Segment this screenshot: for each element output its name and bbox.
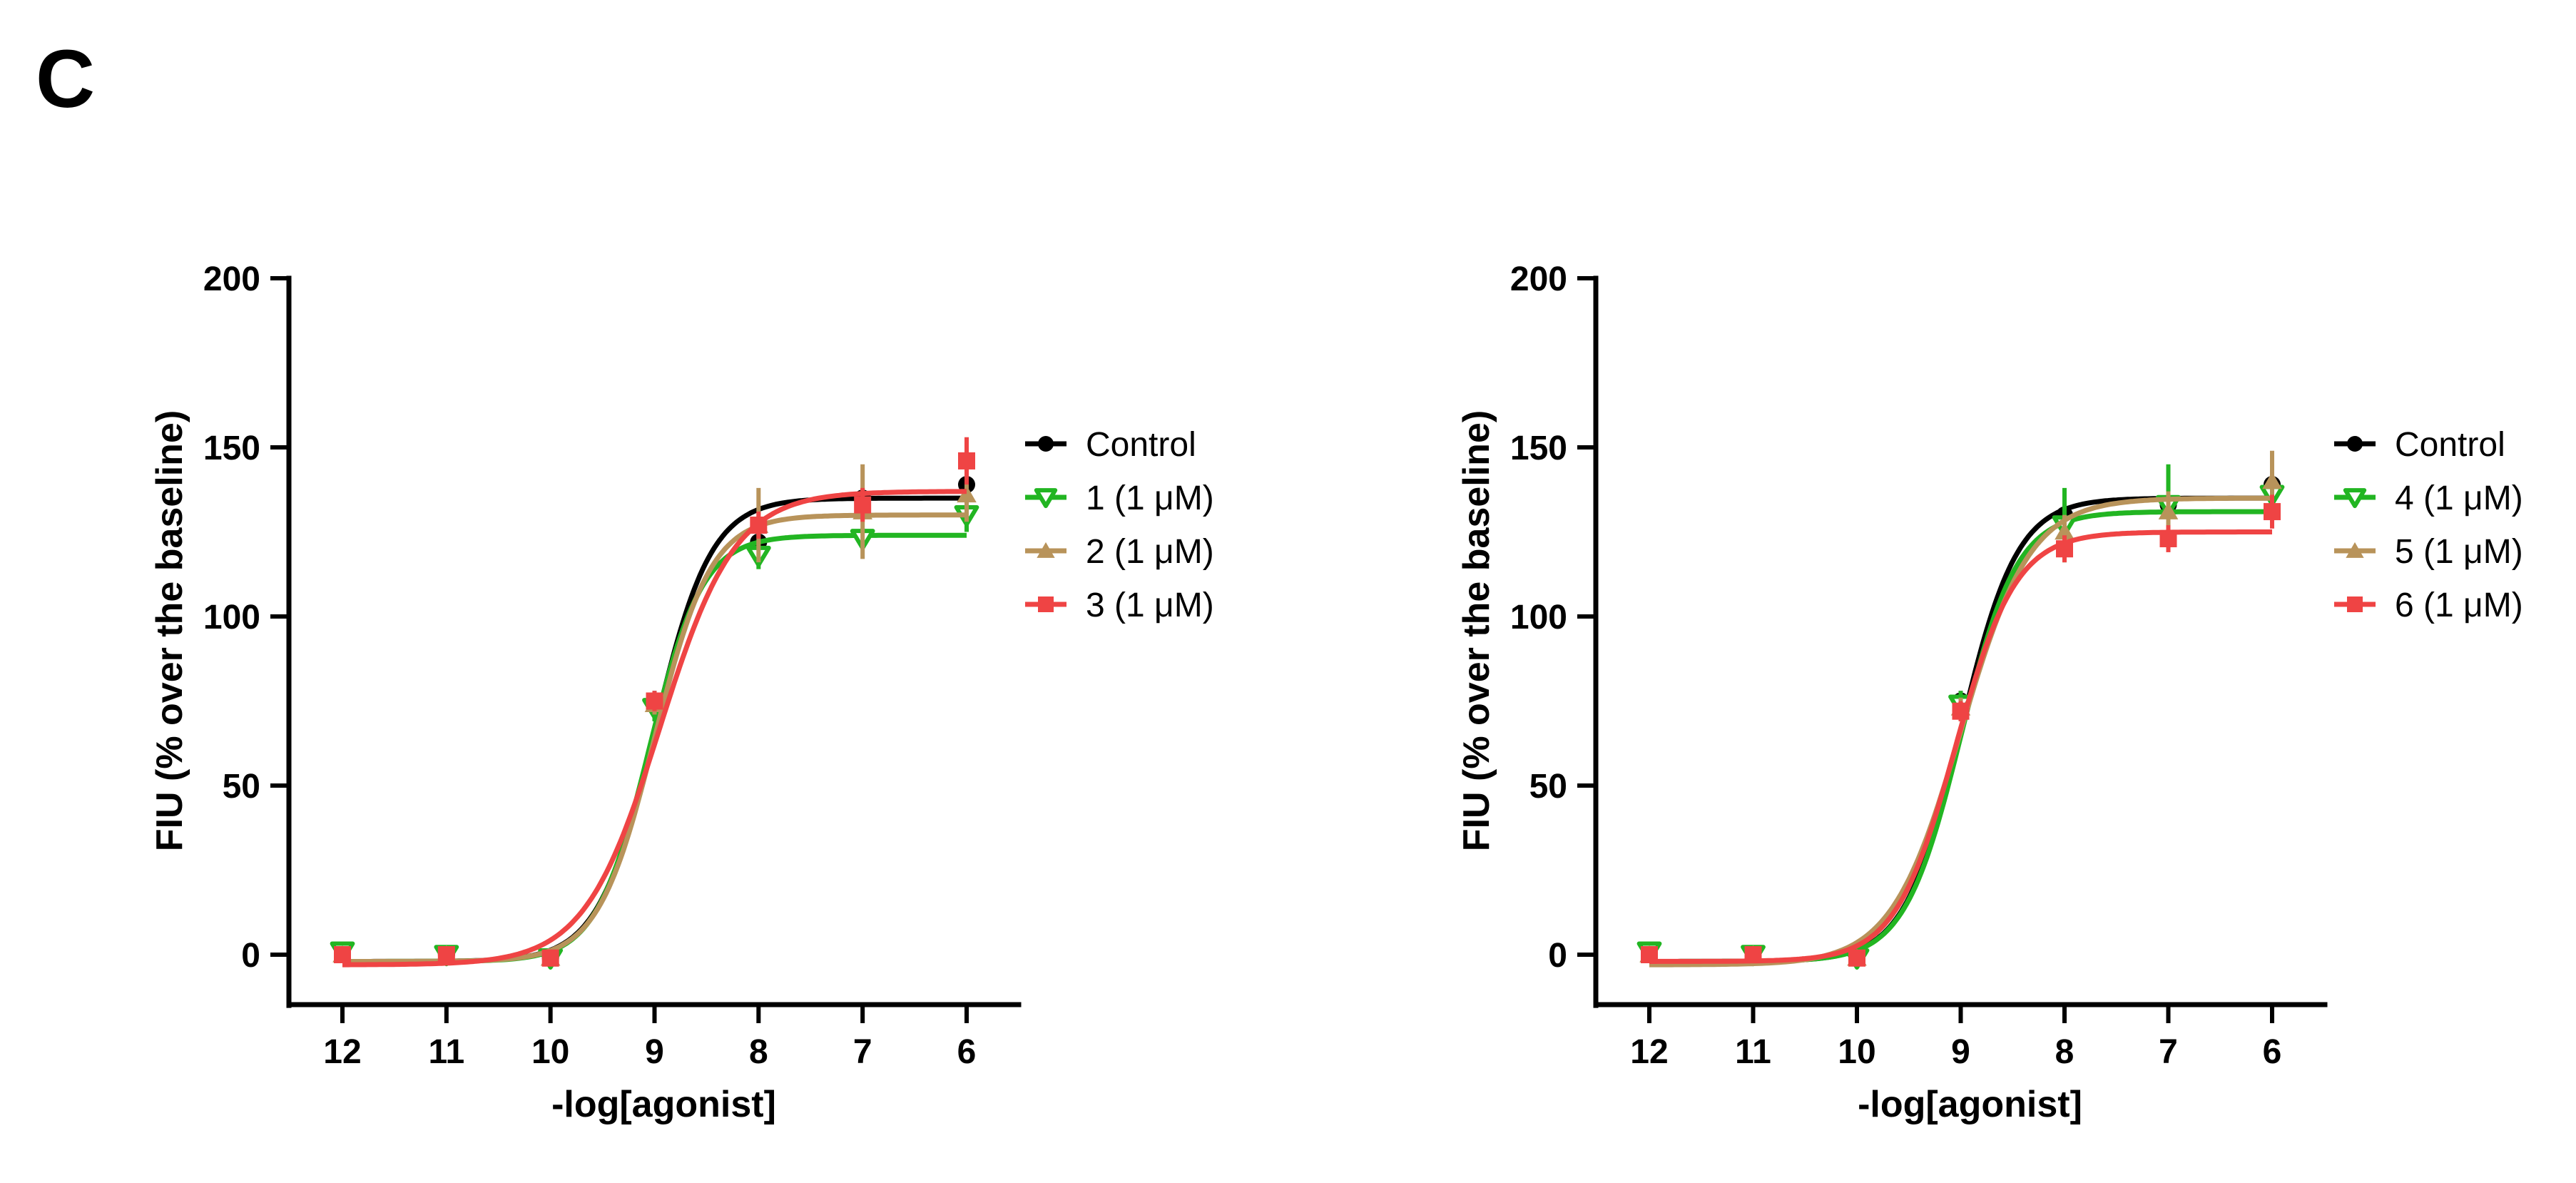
legend-marker — [1034, 488, 1058, 509]
x-tick-label: 9 — [1951, 1033, 1970, 1071]
x-axis-label: -log[agonist] — [551, 1084, 776, 1125]
data-point — [2056, 540, 2073, 558]
x-tick-label: 10 — [531, 1033, 569, 1071]
chart-right: 0 50 100 150 200 12 11 10 9 8 7 6 -log[agonist] FIU (… — [1456, 260, 2523, 1125]
legend-label: 4 (1 μM) — [2395, 479, 2523, 517]
legend-item-6-1-m: 6 (1 μM) — [2334, 587, 2523, 624]
data-point — [334, 946, 351, 963]
x-tick-label: 11 — [428, 1033, 464, 1071]
legend-item-control: Control — [1025, 426, 1196, 464]
data-point — [1952, 702, 1970, 720]
y-tick-label: 200 — [1510, 260, 1567, 298]
x-tick-label: 6 — [957, 1033, 977, 1071]
legend-label: Control — [2395, 426, 2505, 464]
y-axis-label: FIU (% over the baseline) — [1456, 410, 1497, 851]
data-point — [750, 517, 768, 534]
data-point — [2159, 529, 2177, 547]
legend-item-3-1-m: 3 (1 μM) — [1025, 587, 1214, 624]
x-tick-label: 9 — [645, 1033, 664, 1071]
x-tick-label: 8 — [749, 1033, 768, 1071]
y-tick-label: 100 — [1510, 599, 1567, 636]
legend-label: 1 (1 μM) — [1086, 479, 1214, 517]
chart-left: 0 50 100 150 200 12 11 10 9 8 7 6 -log[agonist] FIU (… — [149, 260, 1214, 1125]
y-tick-label: 100 — [203, 599, 260, 636]
y-tick-label: 0 — [1548, 937, 1567, 975]
data-point — [541, 949, 559, 967]
y-tick-label: 150 — [203, 430, 260, 467]
x-tick-label: 12 — [323, 1033, 361, 1071]
y-tick-label: 200 — [203, 260, 260, 298]
legend-marker — [1038, 596, 1054, 612]
x-tick-label: 12 — [1630, 1033, 1668, 1071]
y-tick-label: 50 — [1529, 768, 1567, 806]
y-tick-label: 0 — [241, 937, 260, 975]
legend-item-2-1-m: 2 (1 μM) — [1025, 533, 1214, 571]
data-point — [2262, 472, 2282, 489]
legend-item-5-1-m: 5 (1 μM) — [2334, 533, 2523, 571]
legend-label: 3 (1 μM) — [1086, 587, 1214, 624]
legend-item-1-1-m: 1 (1 μM) — [1025, 479, 1214, 517]
legend-label: 6 (1 μM) — [2395, 587, 2523, 624]
legend-marker — [2343, 488, 2367, 509]
data-point — [2055, 522, 2074, 540]
x-tick-label: 8 — [2055, 1033, 2074, 1071]
data-point — [854, 496, 872, 514]
legend-item-4-1-m: 4 (1 μM) — [2334, 479, 2523, 517]
series-3-1-m — [334, 437, 975, 968]
data-point — [1641, 946, 1658, 963]
legend-marker — [1037, 542, 1055, 558]
legend-label: 5 (1 μM) — [2395, 533, 2523, 571]
x-tick-label: 6 — [2263, 1033, 2282, 1071]
y-tick-label: 150 — [1510, 430, 1567, 467]
x-tick-label: 11 — [1735, 1033, 1771, 1071]
data-point — [958, 452, 975, 469]
panel-label: C — [36, 34, 96, 125]
series-6-1-m — [1641, 494, 2281, 967]
data-point — [437, 946, 455, 963]
legend-marker — [2347, 596, 2363, 612]
legend: Control 1 (1 μM) 2 (1 μM) 3 (1 μM) — [1025, 426, 1214, 624]
data-point — [2158, 502, 2179, 519]
data-point — [646, 692, 663, 710]
x-tick-label: 10 — [1838, 1033, 1875, 1071]
legend-marker — [1038, 436, 1054, 452]
legend-label: 2 (1 μM) — [1086, 533, 1214, 571]
y-axis-label: FIU (% over the baseline) — [149, 410, 190, 851]
legend-item-control: Control — [2334, 426, 2505, 464]
x-tick-label: 7 — [853, 1033, 872, 1071]
legend-label: Control — [1086, 426, 1196, 464]
x-tick-label: 7 — [2159, 1033, 2178, 1071]
data-point — [2264, 503, 2281, 521]
x-axis-label: -log[agonist] — [1858, 1084, 2082, 1125]
legend-marker — [2347, 436, 2363, 452]
data-point — [1744, 946, 1762, 963]
legend-marker — [2346, 542, 2364, 558]
legend: Control 4 (1 μM) 5 (1 μM) 6 (1 μM) — [2334, 426, 2523, 624]
data-point — [1848, 949, 1865, 967]
y-tick-label: 50 — [223, 768, 260, 806]
